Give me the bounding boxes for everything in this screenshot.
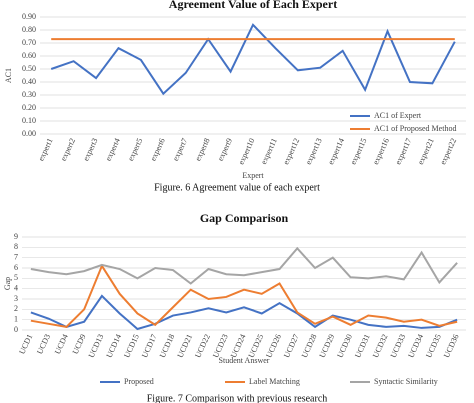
x-tick-label: UCD36 xyxy=(442,333,461,359)
y-tick-label: 0.90 xyxy=(22,12,36,21)
x-tick-label: UCD31 xyxy=(353,333,372,359)
y-tick-label: 8 xyxy=(14,242,18,251)
x-tick-label: UCD13 xyxy=(87,333,106,359)
x-tick-label: UCD22 xyxy=(193,333,212,359)
x-tick-label: UCD4 xyxy=(53,333,70,356)
x-axis-label: Expert xyxy=(242,171,264,180)
x-tick-label: UCD28 xyxy=(300,333,319,359)
y-tick-label: 0.80 xyxy=(22,25,36,34)
x-tick-label: UCD34 xyxy=(406,333,425,359)
x-tick-label: UCD21 xyxy=(176,333,195,359)
y-tick-label: 0.70 xyxy=(22,38,36,47)
figure-caption: Figure. 7 Comparison with previous resea… xyxy=(147,393,328,403)
x-tick-label: UCD18 xyxy=(158,333,177,359)
x-tick-label: expert8 xyxy=(193,137,211,163)
series-line xyxy=(30,246,458,285)
x-tick-label: expert22 xyxy=(438,137,458,166)
x-tick-label: expert21 xyxy=(416,137,436,166)
x-tick-label: expert4 xyxy=(104,137,122,163)
y-tick-label: 6 xyxy=(14,263,18,272)
y-tick-label: 0.00 xyxy=(22,129,36,138)
series-line xyxy=(30,294,458,331)
x-tick-label: expert15 xyxy=(349,137,369,166)
y-tick-label: 4 xyxy=(14,283,18,292)
x-tick-label: expert16 xyxy=(371,137,391,166)
x-axis-label: Student Answer xyxy=(219,356,270,365)
x-tick-label: UCD35 xyxy=(424,333,443,359)
legend-label: Label Matching xyxy=(249,377,300,386)
x-tick-label: expert13 xyxy=(304,137,324,166)
legend-label: AC1 of Proposed Method xyxy=(374,124,456,133)
x-tick-label: UCD1 xyxy=(17,333,34,356)
y-tick-label: 0.20 xyxy=(22,103,36,112)
y-tick-label: 9 xyxy=(14,232,18,241)
x-tick-label: UCD3 xyxy=(35,333,52,356)
y-tick-label: 5 xyxy=(14,273,18,282)
series-line xyxy=(50,23,456,96)
x-tick-label: UCD27 xyxy=(282,333,301,359)
y-tick-label: 0.30 xyxy=(22,90,36,99)
x-tick-label: UCD29 xyxy=(318,333,337,359)
x-tick-label: expert9 xyxy=(216,137,234,163)
y-tick-label: 0.10 xyxy=(22,116,36,125)
y-tick-label: 3 xyxy=(14,294,18,303)
legend-label: AC1 of Expert xyxy=(374,111,422,120)
y-tick-label: 0.60 xyxy=(22,51,36,60)
y-axis-label: AC1 xyxy=(4,68,13,83)
x-tick-label: expert10 xyxy=(236,137,256,166)
y-tick-label: 0 xyxy=(14,325,18,334)
x-tick-label: expert11 xyxy=(259,137,279,166)
x-tick-label: UCD30 xyxy=(335,333,354,359)
x-tick-label: expert6 xyxy=(148,137,166,163)
x-tick-label: expert12 xyxy=(281,137,301,166)
legend-label: Proposed xyxy=(124,377,154,386)
x-tick-label: UCD9 xyxy=(71,333,88,356)
x-tick-label: UCD14 xyxy=(104,333,123,359)
x-tick-label: UCD32 xyxy=(371,333,390,359)
x-tick-label: expert5 xyxy=(126,137,144,163)
y-tick-label: 0.50 xyxy=(22,64,36,73)
x-tick-label: expert14 xyxy=(326,137,346,166)
x-tick-label: expert1 xyxy=(36,137,54,163)
legend-label: Syntactic Similarity xyxy=(374,377,438,386)
x-tick-label: UCD33 xyxy=(389,333,408,359)
figure-caption: Figure. 6 Agreement value of each expert xyxy=(154,182,320,193)
x-tick-label: expert3 xyxy=(81,137,99,163)
y-tick-label: 0.40 xyxy=(22,77,36,86)
y-tick-label: 1 xyxy=(14,314,18,323)
x-tick-label: expert17 xyxy=(393,137,413,166)
chart-title: Gap Comparison xyxy=(200,211,289,225)
y-tick-label: 2 xyxy=(14,304,18,313)
x-tick-label: expert2 xyxy=(59,137,77,163)
x-tick-label: expert7 xyxy=(171,137,189,163)
x-tick-label: UCD15 xyxy=(122,333,141,359)
chart-title: Agreement Value of Each Expert xyxy=(169,0,337,11)
x-tick-label: UCD17 xyxy=(140,333,159,359)
y-axis-label: Gap xyxy=(3,277,12,290)
y-tick-label: 7 xyxy=(14,252,18,261)
